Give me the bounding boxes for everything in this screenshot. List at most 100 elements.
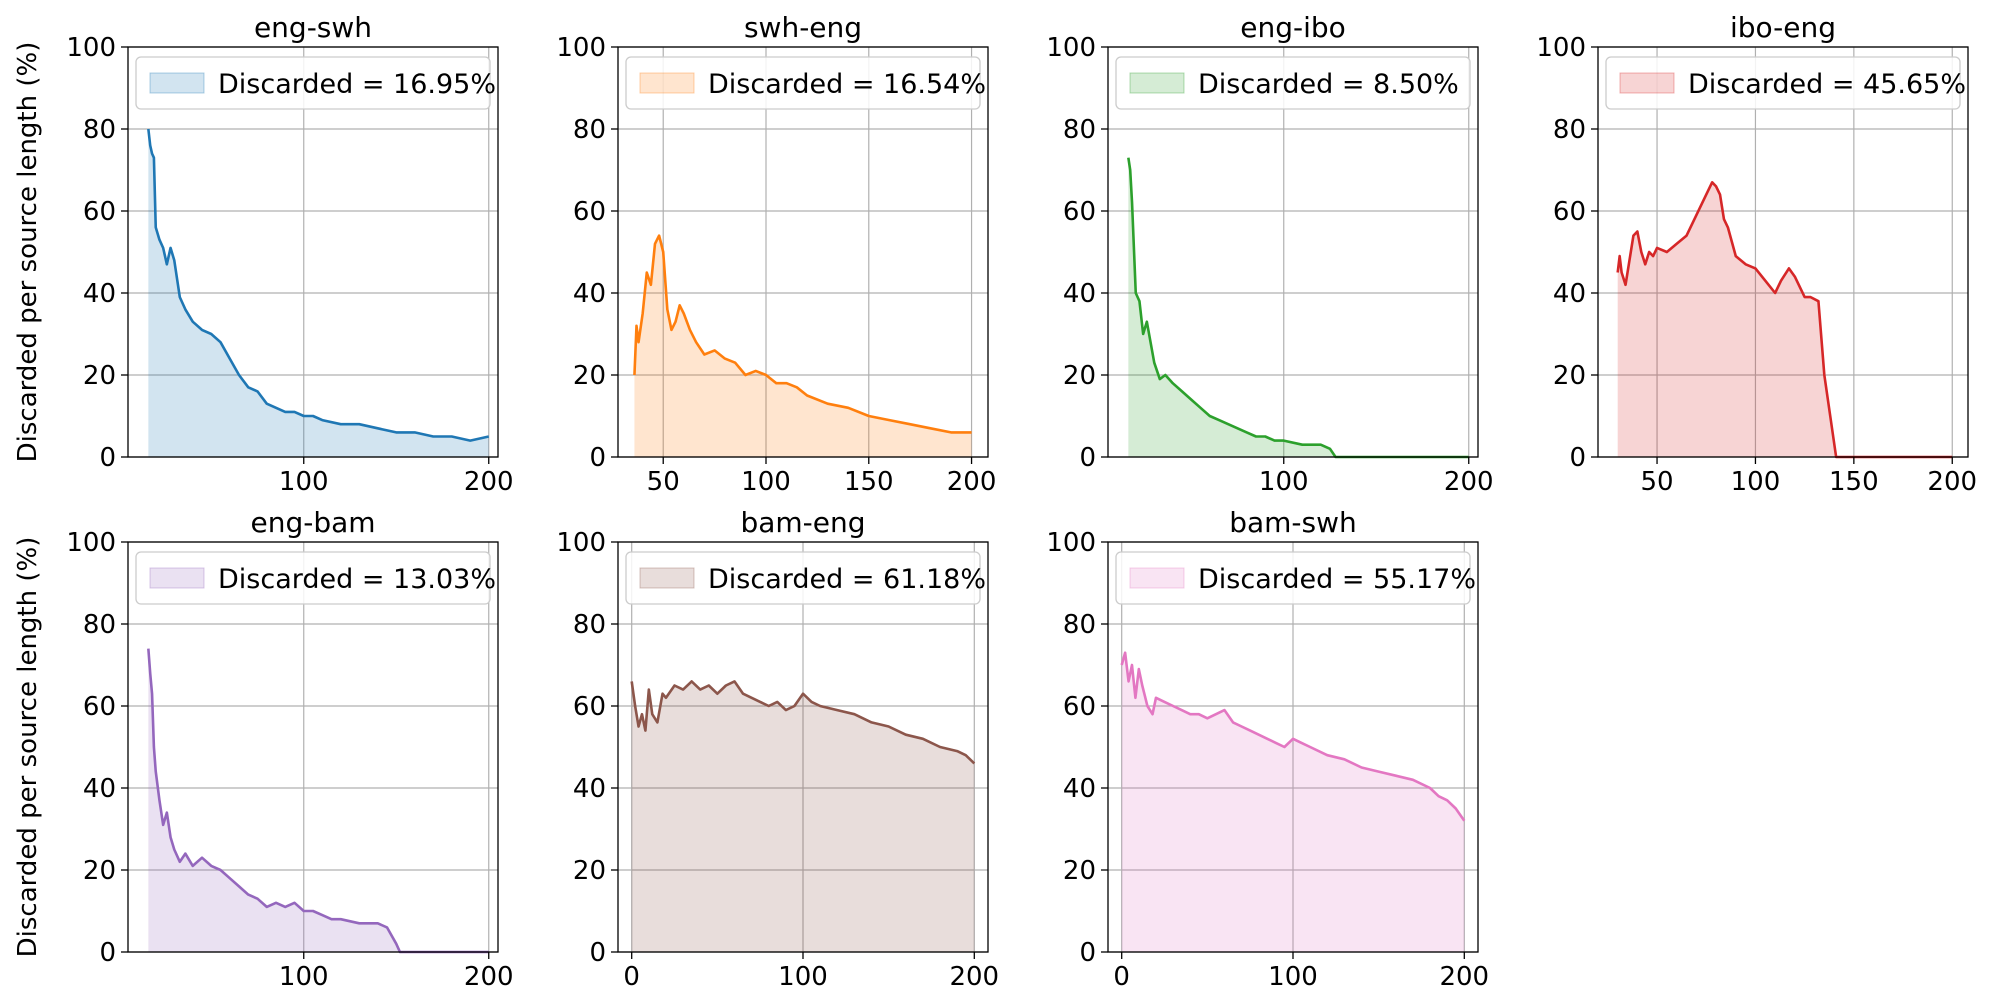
legend-box xyxy=(625,56,981,110)
y-tick-label: 0 xyxy=(99,938,116,968)
y-tick-label: 20 xyxy=(1063,361,1096,391)
y-tick-label: 80 xyxy=(1063,115,1096,145)
legend-swatch xyxy=(149,72,205,94)
y-tick-label: 20 xyxy=(83,361,116,391)
series-area xyxy=(1121,652,1465,952)
legend-label: Discarded = 61.18% xyxy=(708,564,986,595)
legend-label: Discarded = 45.65% xyxy=(1688,69,1966,100)
subplot-ibo-eng: 50 100 150 200 0 20 40 60 80 100 ibo-eng Discarded … xyxy=(1536,11,1977,497)
x-tick-label: 100 xyxy=(279,467,329,497)
series-area xyxy=(1617,182,1953,458)
y-tick-label: 60 xyxy=(83,197,116,227)
y-tick-label: 100 xyxy=(1536,33,1586,63)
x-tick-label: 50 xyxy=(647,467,680,497)
legend: Discarded = 16.54% xyxy=(625,56,986,110)
series-line xyxy=(147,128,490,442)
y-tick-label: 80 xyxy=(1553,115,1586,145)
panel-title: eng-ibo xyxy=(1240,11,1346,44)
series-line xyxy=(630,680,976,765)
panel-title: bam-eng xyxy=(740,506,865,539)
series-area xyxy=(634,235,972,457)
plot-frame xyxy=(1597,46,1969,458)
subplot-eng-bam: 100 200 0 20 40 60 80 100 eng-bam Discarded per s… xyxy=(13,506,514,992)
series-line xyxy=(1616,181,1953,459)
legend-label: Discarded = 55.17% xyxy=(1198,564,1476,595)
x-tick-label: 200 xyxy=(947,467,997,497)
y-tick-label: 20 xyxy=(1063,856,1096,886)
legend-box xyxy=(1115,551,1471,605)
x-tick-label: 200 xyxy=(1444,467,1494,497)
x-tick-label: 50 xyxy=(1640,467,1673,497)
x-tick-label: 0 xyxy=(1113,962,1130,992)
y-tick-label: 20 xyxy=(1553,361,1586,391)
legend-box xyxy=(135,56,491,110)
y-tick-label: 100 xyxy=(556,528,606,558)
x-tick-label: 200 xyxy=(949,962,999,992)
y-tick-label: 60 xyxy=(573,197,606,227)
y-tick-label: 0 xyxy=(589,443,606,473)
y-tick-label: 60 xyxy=(573,692,606,722)
y-tick-label: 20 xyxy=(83,856,116,886)
plot-frame xyxy=(127,541,499,953)
x-tick-label: 0 xyxy=(623,962,640,992)
x-tick-label: 150 xyxy=(1829,467,1879,497)
x-tick-label: 200 xyxy=(464,467,514,497)
y-tick-label: 40 xyxy=(573,279,606,309)
y-tick-label: 0 xyxy=(99,443,116,473)
legend-swatch xyxy=(639,72,695,94)
legend-swatch xyxy=(1129,567,1185,589)
legend-swatch xyxy=(1619,72,1675,94)
legend-swatch xyxy=(1129,72,1185,94)
series-area xyxy=(148,129,489,457)
legend-swatch xyxy=(149,567,205,589)
subplot-bam-swh: 0 100 200 0 20 40 60 80 100 bam-swh Discarded = 55… xyxy=(1046,506,1489,992)
y-tick-label: 100 xyxy=(66,33,116,63)
y-tick-label: 40 xyxy=(1553,279,1586,309)
series-area xyxy=(631,681,975,952)
x-tick-label: 200 xyxy=(1927,467,1977,497)
legend-label: Discarded = 16.54% xyxy=(708,69,986,100)
y-tick-label: 20 xyxy=(573,361,606,391)
panel-title: eng-swh xyxy=(254,11,372,44)
y-tick-label: 40 xyxy=(83,279,116,309)
x-tick-label: 150 xyxy=(844,467,894,497)
y-tick-label: 40 xyxy=(1063,279,1096,309)
series-line xyxy=(633,234,972,434)
y-tick-label: 80 xyxy=(83,115,116,145)
legend-box xyxy=(1115,56,1471,110)
y-tick-label: 80 xyxy=(1063,610,1096,640)
legend-box xyxy=(625,551,981,605)
legend: Discarded = 13.03% xyxy=(135,551,496,605)
x-tick-label: 200 xyxy=(1439,962,1489,992)
panel-title: eng-bam xyxy=(250,506,375,539)
y-tick-label: 60 xyxy=(1553,197,1586,227)
y-tick-label: 0 xyxy=(1079,938,1096,968)
legend: Discarded = 8.50% xyxy=(1115,56,1471,110)
y-tick-label: 80 xyxy=(573,115,606,145)
y-axis-label: Discarded per source length (%) xyxy=(13,42,43,463)
legend: Discarded = 16.95% xyxy=(135,56,496,110)
x-tick-label: 100 xyxy=(279,962,329,992)
legend-swatch xyxy=(639,567,695,589)
legend-box xyxy=(135,551,491,605)
x-tick-label: 100 xyxy=(1259,467,1309,497)
legend: Discarded = 45.65% xyxy=(1605,56,1966,110)
plot-frame xyxy=(617,46,989,458)
subplot-bam-eng: 0 100 200 0 20 40 60 80 100 bam-eng Discarded = 61… xyxy=(556,506,999,992)
y-tick-label: 0 xyxy=(1569,443,1586,473)
y-tick-label: 0 xyxy=(589,938,606,968)
y-tick-label: 80 xyxy=(83,610,116,640)
y-tick-label: 0 xyxy=(1079,443,1096,473)
subplot-swh-eng: 50 100 150 200 0 20 40 60 80 100 swh-eng Discarded … xyxy=(556,11,996,497)
series-line xyxy=(1120,651,1466,822)
x-tick-label: 100 xyxy=(1731,467,1781,497)
x-tick-label: 100 xyxy=(741,467,791,497)
legend: Discarded = 61.18% xyxy=(625,551,986,605)
series-line xyxy=(1127,157,1469,459)
y-tick-label: 100 xyxy=(1046,528,1096,558)
y-tick-label: 80 xyxy=(573,610,606,640)
series-area xyxy=(148,648,489,952)
y-tick-label: 40 xyxy=(573,774,606,804)
legend-label: Discarded = 16.95% xyxy=(218,69,496,100)
